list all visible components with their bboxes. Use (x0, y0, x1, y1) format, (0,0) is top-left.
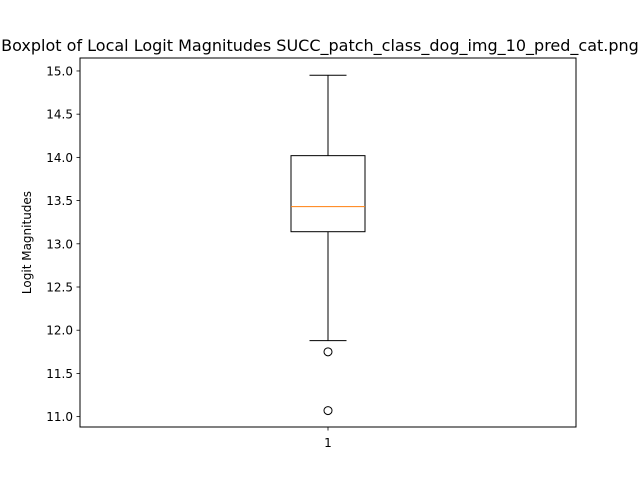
y-tick-label: 14.5 (46, 108, 73, 122)
y-tick-label: 15.0 (46, 64, 73, 78)
iqr-box (290, 155, 366, 233)
y-tick-label: 11.0 (46, 410, 73, 424)
y-tick-label: 11.5 (46, 367, 73, 381)
y-tick-label: 14.0 (46, 151, 73, 165)
outlier-point (323, 406, 333, 416)
outlier-point (323, 347, 333, 357)
y-tick-label: 13.0 (46, 237, 73, 251)
plot-area: 11.0 11.5 12.0 12.5 13.0 13.5 14.0 14.5 15.0 1 (46, 64, 366, 450)
x-tick-label: 1 (324, 436, 332, 450)
y-tick-label: 12.5 (46, 281, 73, 295)
y-tick-label: 13.5 (46, 194, 73, 208)
y-axis-label: Logit Magnitudes (20, 191, 34, 294)
axes-frame (79, 57, 577, 428)
chart-title: Boxplot of Local Logit Magnitudes SUCC_p… (1, 36, 639, 56)
y-tick-label: 12.0 (46, 324, 73, 338)
